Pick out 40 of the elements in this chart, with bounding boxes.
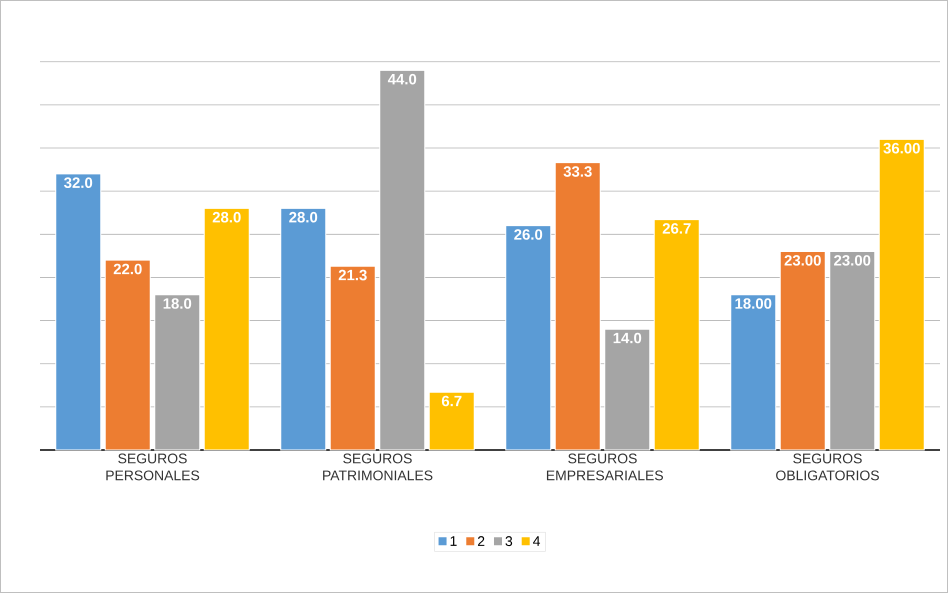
legend-label: 4 bbox=[533, 536, 540, 546]
bar bbox=[780, 251, 826, 451]
bar bbox=[280, 208, 326, 451]
data-label: 26.7 bbox=[662, 223, 691, 234]
data-label: 14.0 bbox=[614, 332, 642, 344]
bar bbox=[154, 294, 200, 451]
bar bbox=[829, 251, 876, 451]
legend-label: 1 bbox=[450, 536, 457, 546]
bar bbox=[878, 138, 925, 451]
bar bbox=[204, 208, 250, 451]
data-label: 23.00 bbox=[834, 255, 870, 266]
bar bbox=[505, 225, 552, 451]
bar bbox=[428, 392, 475, 451]
data-label: 36.00 bbox=[883, 142, 920, 154]
x-tick-label: SEGUROS EMPRESARIALES bbox=[546, 454, 663, 480]
bar bbox=[554, 162, 601, 451]
data-label: 23.00 bbox=[784, 255, 821, 266]
bar bbox=[104, 260, 151, 451]
bar bbox=[379, 70, 426, 451]
bar bbox=[604, 328, 650, 451]
bar bbox=[730, 294, 776, 451]
data-label: 32.0 bbox=[64, 177, 92, 188]
data-label: 26.0 bbox=[514, 229, 542, 240]
data-label: 28.0 bbox=[289, 212, 318, 223]
data-label: 22.0 bbox=[114, 264, 142, 274]
bar bbox=[330, 266, 376, 451]
data-label: 28.0 bbox=[212, 212, 241, 223]
data-label: 33.3 bbox=[564, 166, 592, 177]
bar bbox=[55, 173, 102, 451]
data-label: 6.7 bbox=[442, 396, 462, 406]
bar bbox=[654, 219, 700, 451]
data-label: 18.0 bbox=[164, 298, 192, 309]
data-label: 44.0 bbox=[388, 74, 416, 84]
x-tick-label: SEGUROS PERSONALES bbox=[106, 454, 200, 480]
x-tick-label: SEGUROS PATRIMONIALES bbox=[323, 454, 432, 480]
legend-label: 3 bbox=[506, 536, 512, 546]
data-label: 18.00 bbox=[735, 298, 772, 309]
data-label: 21.3 bbox=[338, 270, 367, 280]
x-tick-label: SEGUROS OBLIGATORIOS bbox=[776, 454, 879, 480]
legend-label: 2 bbox=[478, 536, 484, 546]
